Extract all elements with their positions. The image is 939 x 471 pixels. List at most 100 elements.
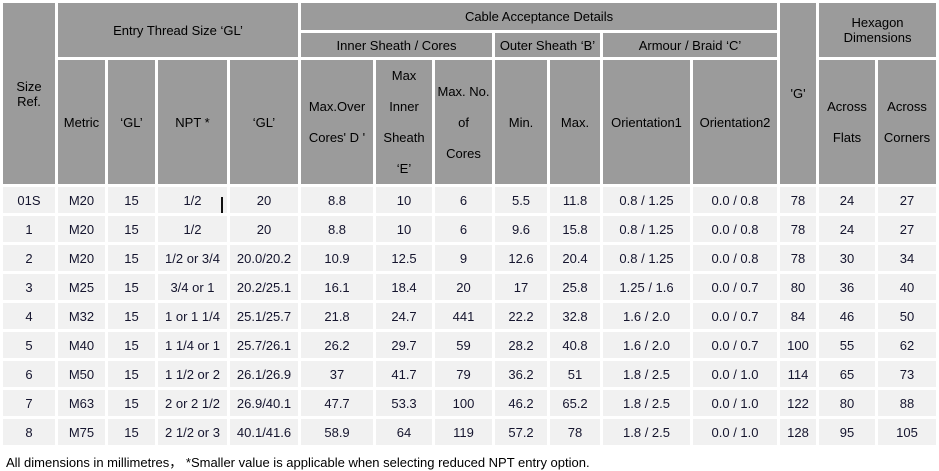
cell-across_flats: 95 [819,419,876,445]
table-row: 3 M25 15 3/4 or 1 20.2/25.1 16.1 18.4 20 17 25.8 1… [3,274,937,300]
cell-g: 84 [780,303,817,329]
cell-max_no_cores: 100 [435,390,493,416]
cell-size_ref: 8 [3,419,55,445]
cell-npt: 1/2 or 3/4 [158,245,227,271]
cell-max_inner_sheath: 24.7 [376,303,433,329]
table-row: 8 M75 15 2 1/2 or 3 40.1/41.6 58.9 64 119 57.2 78… [3,419,937,445]
cell-max_inner_sheath: 64 [376,419,433,445]
cell-across_flats: 55 [819,332,876,358]
cell-npt: 1 or 1 1/4 [158,303,227,329]
cell-metric: M63 [58,390,105,416]
cell-orientation2: 0.0 / 1.0 [693,361,778,387]
column-header-orientation2: Orientation2 [693,60,778,184]
cell-size_ref: 4 [3,303,55,329]
cell-max_over_cores: 10.9 [301,245,374,271]
cell-max_no_cores: 6 [435,187,493,213]
cell-g: 78 [780,245,817,271]
cell-metric: M75 [58,419,105,445]
cell-gl1: 15 [108,245,155,271]
cell-max_over_cores: 16.1 [301,274,374,300]
cell-gl1: 15 [108,216,155,242]
table-row: 5 M40 15 1 1/4 or 1 25.7/26.1 26.2 29.7 59 28.2 4… [3,332,937,358]
cell-npt: 1/2 [158,187,227,213]
column-header-min: Min. [495,60,548,184]
cell-npt: 1 1/2 or 2 [158,361,227,387]
cell-min: 46.2 [495,390,548,416]
cell-across_corners: 88 [878,390,937,416]
cell-metric: M20 [58,245,105,271]
cell-max: 51 [550,361,601,387]
group-header-armour-braid: Armour / Braid ‘C’ [603,33,778,57]
cell-g: 78 [780,216,817,242]
table-row: 1 M20 15 1/2 20 8.8 10 6 9.6 15.8 0.8 / 1.25 0.0 / … [3,216,937,242]
cell-max_over_cores: 37 [301,361,374,387]
cell-max: 65.2 [550,390,601,416]
column-header-across-flats: Across Flats [819,60,876,184]
cell-max_inner_sheath: 29.7 [376,332,433,358]
table-row: 4 M32 15 1 or 1 1/4 25.1/25.7 21.8 24.7 441 22.2… [3,303,937,329]
text-cursor [221,197,223,213]
column-header-npt: NPT * [158,60,227,184]
cell-max_over_cores: 26.2 [301,332,374,358]
cell-min: 22.2 [495,303,548,329]
cell-min: 17 [495,274,548,300]
cell-gl1: 15 [108,274,155,300]
cell-orientation2: 0.0 / 0.7 [693,274,778,300]
group-header-inner-sheath: Inner Sheath / Cores [301,33,493,57]
cell-gl1: 15 [108,332,155,358]
cell-max_no_cores: 441 [435,303,493,329]
cell-min: 36.2 [495,361,548,387]
column-header-max: Max. [550,60,601,184]
cell-min: 9.6 [495,216,548,242]
cell-npt: 3/4 or 1 [158,274,227,300]
group-header-hexagon-dimensions: Hexagon Dimensions [819,3,937,57]
column-header-across-corners: Across Corners [878,60,937,184]
cell-max_inner_sheath: 18.4 [376,274,433,300]
cell-across_flats: 30 [819,245,876,271]
cell-g: 114 [780,361,817,387]
cell-max_over_cores: 47.7 [301,390,374,416]
cell-max: 78 [550,419,601,445]
cell-max_no_cores: 59 [435,332,493,358]
cell-orientation2: 0.0 / 1.0 [693,390,778,416]
cell-max: 32.8 [550,303,601,329]
cell-orientation1: 1.8 / 2.5 [603,419,691,445]
cell-across_flats: 46 [819,303,876,329]
cell-orientation1: 1.6 / 2.0 [603,303,691,329]
cell-across_corners: 73 [878,361,937,387]
column-header-gl-2: ‘GL’ [230,60,299,184]
cell-orientation1: 0.8 / 1.25 [603,245,691,271]
group-header-cable-acceptance: Cable Acceptance Details [301,3,778,30]
cell-g: 100 [780,332,817,358]
group-header-entry-thread: Entry Thread Size ‘GL’ [58,3,299,57]
cell-min: 12.6 [495,245,548,271]
cell-max: 40.8 [550,332,601,358]
table-body: 01S M20 15 1/2 20 8.8 10 6 5.5 11.8 0.8 / 1.25 0.0 … [3,187,937,445]
cell-min: 5.5 [495,187,548,213]
cell-across_flats: 65 [819,361,876,387]
cell-g: 80 [780,274,817,300]
cell-max_over_cores: 58.9 [301,419,374,445]
cell-orientation2: 0.0 / 0.7 [693,332,778,358]
cell-metric: M20 [58,216,105,242]
cell-across_corners: 27 [878,187,937,213]
cell-across_corners: 40 [878,274,937,300]
cell-npt: 1/2 [158,216,227,242]
cell-max_inner_sheath: 12.5 [376,245,433,271]
cell-orientation2: 0.0 / 0.8 [693,187,778,213]
cell-max: 20.4 [550,245,601,271]
table-row: 7 M63 15 2 or 2 1/2 26.9/40.1 47.7 53.3 100 46.2… [3,390,937,416]
cell-gl2: 20.0/20.2 [230,245,299,271]
cell-g: 78 [780,187,817,213]
cell-size_ref: 6 [3,361,55,387]
cell-orientation1: 0.8 / 1.25 [603,187,691,213]
cell-min: 57.2 [495,419,548,445]
column-header-max-no-cores: Max. No. of Cores [435,60,493,184]
dimensions-footnote: All dimensions in millimetres， *Smaller … [6,455,590,470]
table-row: 6 M50 15 1 1/2 or 2 26.1/26.9 37 41.7 79 36.2 51 1… [3,361,937,387]
cell-gl1: 15 [108,187,155,213]
cell-size_ref: 01S [3,187,55,213]
column-header-g: 'G' [780,3,817,184]
cell-size_ref: 2 [3,245,55,271]
cell-npt: 2 or 2 1/2 [158,390,227,416]
